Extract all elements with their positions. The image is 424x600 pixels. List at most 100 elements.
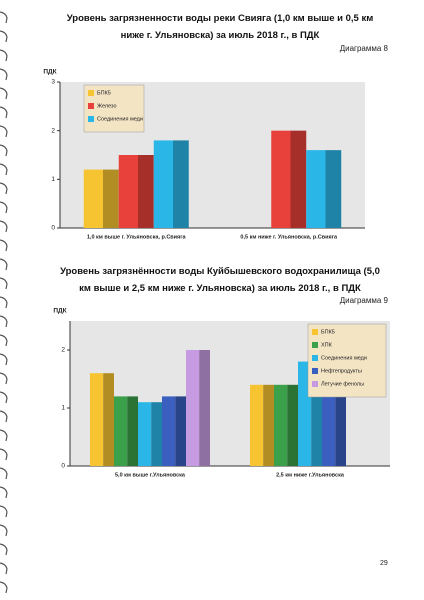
bar <box>114 396 138 466</box>
bar-side <box>325 150 342 228</box>
y-tick-label: 3 <box>51 79 55 86</box>
bar-face <box>271 130 291 228</box>
bar <box>274 384 298 466</box>
binding-ring <box>0 220 8 233</box>
legend-label: ХПК <box>321 342 333 348</box>
legend-swatch <box>88 116 94 122</box>
bar-face <box>186 350 200 466</box>
bar-face <box>90 373 104 466</box>
bar-side <box>290 130 307 228</box>
diagram-caption: Диаграмма 8 <box>339 44 388 53</box>
binding-ring <box>0 182 8 195</box>
binding-ring <box>0 68 8 81</box>
bar <box>138 402 162 466</box>
legend-swatch <box>88 90 94 96</box>
binding-ring <box>0 467 8 480</box>
y-tick-label: 0 <box>51 225 55 232</box>
binding-ring <box>0 296 8 309</box>
legend-label: БПК5 <box>97 90 111 96</box>
binding-ring <box>0 30 8 43</box>
binding-ring <box>0 505 8 518</box>
bar-face <box>83 169 103 228</box>
bar-face <box>153 140 173 228</box>
y-tick-label: 2 <box>61 347 65 354</box>
bar <box>153 140 189 228</box>
bar <box>186 350 210 466</box>
bar <box>83 169 119 228</box>
legend-swatch <box>88 103 94 109</box>
binding-ring <box>0 239 8 252</box>
bar <box>306 150 342 228</box>
legend-swatch <box>312 355 318 361</box>
bar-side <box>287 384 298 466</box>
binding-ring <box>0 87 8 100</box>
binding-ring <box>0 429 8 442</box>
bar-side <box>175 396 186 466</box>
bar-face <box>162 396 176 466</box>
bar-face <box>114 396 128 466</box>
binding-ring <box>0 543 8 556</box>
bar-side <box>151 402 162 466</box>
binding-ring <box>0 11 8 24</box>
legend-label: Железо <box>97 103 117 109</box>
bar-face <box>250 384 264 466</box>
diagram-caption: Диаграмма 9 <box>339 296 388 305</box>
chart-title: Уровень загрязнённости воды Куйбышевског… <box>60 266 380 294</box>
legend-swatch <box>312 368 318 374</box>
y-axis-label: ПДК <box>43 69 56 76</box>
binding-ring <box>0 49 8 62</box>
bar <box>162 396 186 466</box>
x-tick-label: 2,5 км ниже г.Ульяновска <box>276 472 345 478</box>
bar-side <box>335 390 346 466</box>
binding-ring <box>0 163 8 176</box>
bar-side <box>199 350 210 466</box>
binding-ring <box>0 258 8 271</box>
y-tick-label: 1 <box>61 405 65 412</box>
bar-side <box>103 169 119 228</box>
bar-side <box>311 361 322 466</box>
binding-ring <box>0 353 8 366</box>
legend-label: БПК5 <box>321 329 335 335</box>
binding-ring <box>0 581 8 594</box>
binding-ring <box>0 144 8 157</box>
legend-label: Соединения меди <box>97 116 143 122</box>
binding-ring <box>0 277 8 290</box>
bar-side <box>103 373 114 466</box>
binding-ring <box>0 410 8 423</box>
chart-title: Уровень загрязненности воды реки Свияга … <box>66 13 374 41</box>
binding-ring <box>0 372 8 385</box>
y-tick-label: 2 <box>51 127 55 134</box>
binding-ring <box>0 448 8 461</box>
bar-side <box>127 396 138 466</box>
bar <box>250 384 274 466</box>
binding-ring <box>0 201 8 214</box>
binding-ring <box>0 562 8 575</box>
bar <box>118 155 154 228</box>
bar-face <box>306 150 326 228</box>
binding-ring <box>0 334 8 347</box>
legend-label: Нефтепродукты <box>321 368 362 374</box>
binding-ring <box>0 106 8 119</box>
bar <box>271 130 307 228</box>
legend-box <box>307 323 387 398</box>
x-tick-label: 5,0 км выше г.Ульяновска <box>115 472 186 478</box>
bar-face <box>322 390 336 466</box>
legend-swatch <box>312 329 318 335</box>
binding-ring <box>0 391 8 404</box>
x-tick-label: 1,0 км выше г. Ульяновска, р.Свияга <box>87 234 187 240</box>
legend-label: Летучие фенолы <box>321 381 364 387</box>
bar <box>90 373 114 466</box>
bar <box>322 390 346 466</box>
binding-ring <box>0 125 8 138</box>
y-tick-label: 1 <box>51 176 55 183</box>
bar-face <box>118 155 138 228</box>
binding-ring <box>0 315 8 328</box>
legend-swatch <box>312 381 318 387</box>
binding-ring <box>0 486 8 499</box>
y-axis-label: ПДК <box>53 308 66 315</box>
x-tick-label: 0,5 км ниже г. Ульяновска, р.Свияга <box>240 234 338 240</box>
binding-ring <box>0 524 8 537</box>
legend-swatch <box>312 342 318 348</box>
bar-side <box>263 384 274 466</box>
